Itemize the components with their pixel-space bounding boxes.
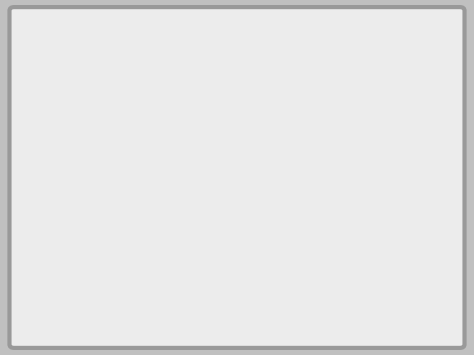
Text: = 8.07: = 8.07 [282,174,338,191]
Text: a)  pH = $-$log(0.0550)  = 1.260: a) pH = $-$log(0.0550) = 1.260 [36,65,300,87]
Text: 1.0 $\times$10$^{-14}$: 1.0 $\times$10$^{-14}$ [130,90,215,109]
Text: [OH$^-$] = $\sqrt{1.47\times10^{-11}(0.0953)}$  = 1.18 $\times$10$^{-6}$ M: [OH$^-$] = $\sqrt{1.47\times10^{-11}(0.0… [36,127,438,154]
Text: c)  pH = $-$log(0.150) = 0.824: c) pH = $-$log(0.150) = 0.824 [36,210,283,232]
Text: 6.8 $\times$10$^{-4}$: 6.8 $\times$10$^{-4}$ [130,104,208,122]
Text: 16-139: 16-139 [36,27,100,45]
Text: b)  K$_b$ =: b) K$_b$ = [36,98,102,119]
Text: = 1.47 $\times$10$^{-4}$: = 1.47 $\times$10$^{-4}$ [237,98,352,118]
Text: ): ) [265,170,277,198]
Text: pH = $-$log: pH = $-$log [36,171,125,193]
Text: 1.0 $\times$10$^{-14}$: 1.0 $\times$10$^{-14}$ [161,163,246,182]
Text: (: ( [146,170,157,198]
Text: 1.18 $\times$10$^{-6}$: 1.18 $\times$10$^{-6}$ [161,178,249,196]
Text: d)  K$_b$ =  10$^1$: d) K$_b$ = 10$^1$ [36,248,143,271]
